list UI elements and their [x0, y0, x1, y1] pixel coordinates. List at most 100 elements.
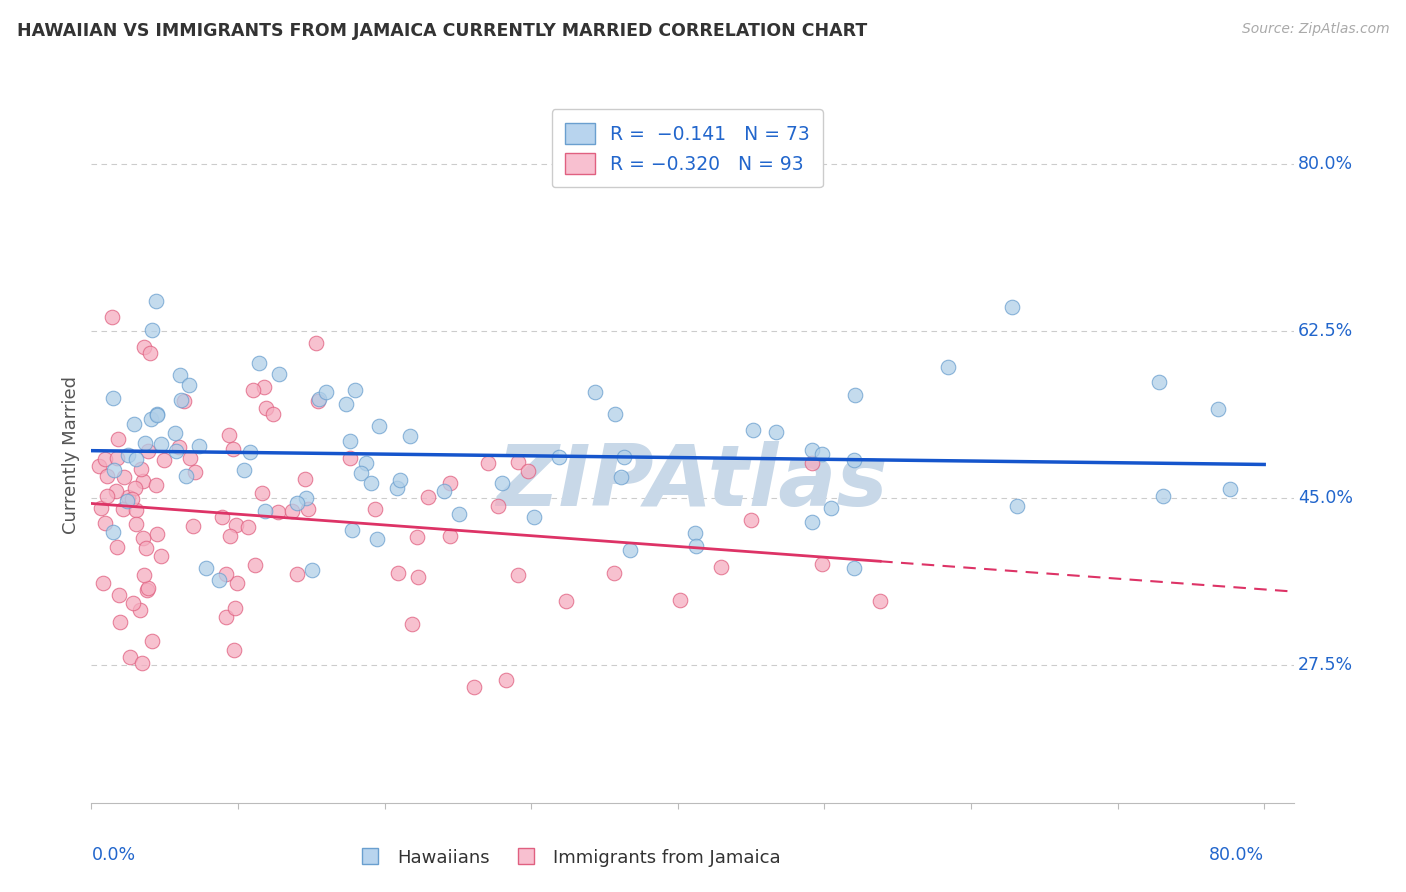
Point [516, 464, 538, 478]
Point [800, 443, 823, 458]
Point [366, 532, 388, 546]
Y-axis label: Currently Married: Currently Married [62, 376, 80, 534]
Point [218, 428, 240, 442]
Point [136, 582, 159, 597]
Point [1001, 300, 1024, 314]
Point [685, 539, 707, 553]
Point [387, 566, 409, 580]
Point [844, 560, 866, 574]
Point [145, 478, 167, 492]
Point [108, 615, 131, 629]
Point [179, 451, 201, 466]
Point [150, 437, 173, 451]
Point [267, 506, 290, 520]
Point [122, 596, 145, 610]
Point [820, 501, 842, 516]
Point [135, 541, 157, 555]
Point [243, 558, 266, 572]
Point [491, 475, 513, 490]
Point [96, 489, 118, 503]
Point [239, 445, 262, 459]
Legend: Hawaiians, Immigrants from Jamaica: Hawaiians, Immigrants from Jamaica [344, 841, 787, 874]
Point [613, 450, 636, 464]
Point [103, 524, 125, 539]
Point [107, 433, 129, 447]
Point [869, 593, 891, 607]
Point [555, 594, 578, 608]
Point [233, 463, 256, 477]
Text: ZIPAtlas: ZIPAtlas [496, 442, 889, 524]
Point [173, 393, 195, 408]
Point [146, 409, 169, 423]
Point [117, 490, 139, 504]
Point [416, 491, 439, 505]
Point [181, 519, 204, 533]
Point [1206, 401, 1229, 416]
Point [439, 476, 461, 491]
Point [583, 385, 606, 400]
Point [254, 401, 277, 415]
Point [619, 543, 641, 558]
Point [225, 518, 247, 533]
Point [605, 407, 627, 421]
Point [936, 359, 959, 374]
Point [360, 476, 382, 491]
Point [225, 576, 247, 591]
Point [112, 502, 135, 516]
Point [146, 527, 169, 541]
Point [506, 568, 529, 582]
Point [810, 447, 832, 461]
Point [408, 570, 430, 584]
Point [145, 293, 167, 308]
Point [477, 456, 499, 470]
Point [170, 393, 193, 408]
Point [294, 472, 316, 486]
Point [844, 452, 866, 467]
Point [810, 558, 832, 572]
Point [165, 444, 187, 458]
Point [242, 383, 264, 397]
Point [339, 450, 361, 465]
Point [447, 507, 470, 521]
Point [610, 469, 633, 483]
Point [356, 456, 378, 470]
Point [129, 603, 152, 617]
Point [262, 407, 284, 421]
Point [219, 529, 242, 543]
Point [124, 452, 146, 467]
Point [247, 356, 270, 370]
Point [301, 563, 323, 577]
Point [683, 525, 706, 540]
Point [406, 530, 429, 544]
Point [710, 559, 733, 574]
Point [215, 567, 238, 582]
Point [134, 435, 156, 450]
Point [146, 407, 169, 421]
Point [105, 450, 128, 465]
Point [211, 509, 233, 524]
Point [122, 417, 145, 431]
Point [844, 388, 866, 402]
Point [125, 503, 148, 517]
Text: 27.5%: 27.5% [1298, 656, 1353, 673]
Point [765, 425, 787, 439]
Point [93, 452, 115, 467]
Text: 80.0%: 80.0% [1298, 155, 1353, 173]
Point [432, 484, 454, 499]
Point [224, 601, 246, 615]
Point [1152, 490, 1174, 504]
Point [254, 504, 277, 518]
Text: 0.0%: 0.0% [91, 846, 135, 863]
Point [183, 465, 205, 479]
Point [120, 649, 142, 664]
Point [305, 335, 328, 350]
Text: 80.0%: 80.0% [1209, 846, 1264, 863]
Point [141, 634, 163, 648]
Point [269, 367, 291, 381]
Point [368, 419, 391, 434]
Point [800, 456, 823, 470]
Point [163, 425, 186, 440]
Point [250, 486, 273, 500]
Point [94, 516, 117, 530]
Point [129, 461, 152, 475]
